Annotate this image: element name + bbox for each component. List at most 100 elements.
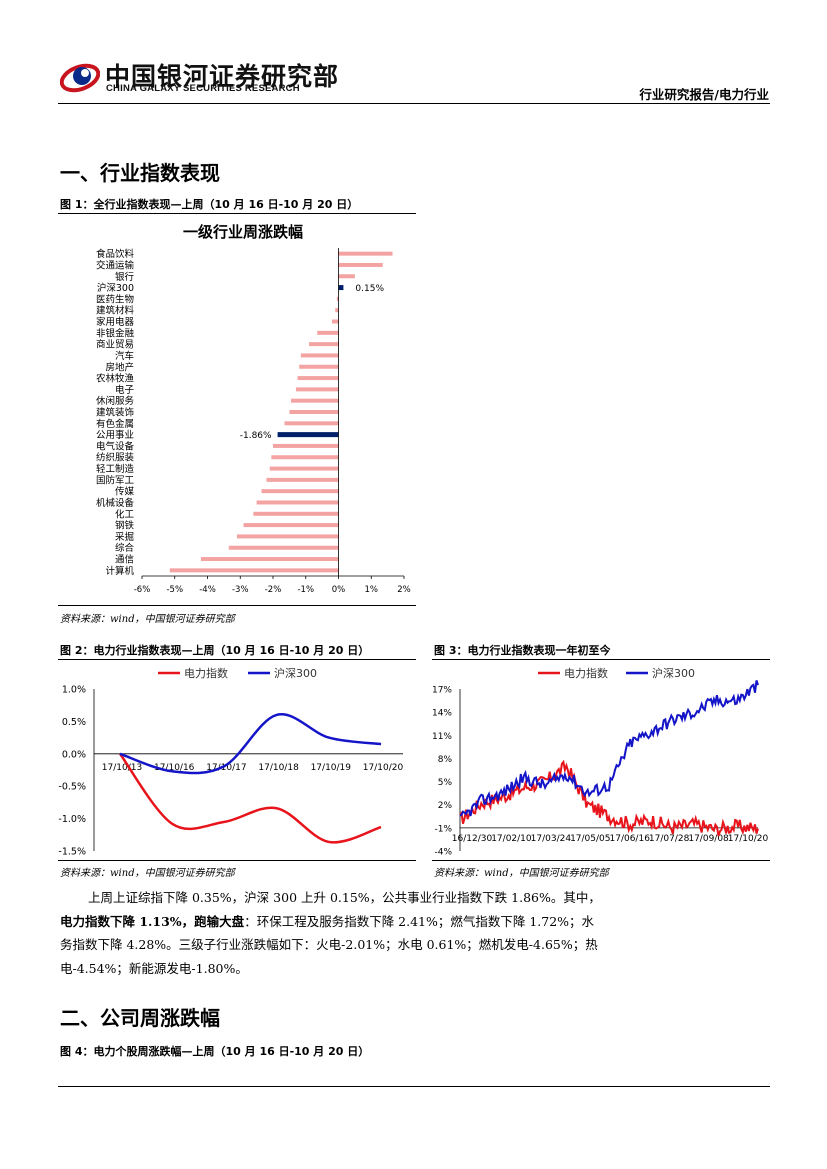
figure-2-bottom-rule xyxy=(58,860,416,861)
x-tick-label: 17/05/05 xyxy=(570,834,610,844)
figure-1-bottom-rule xyxy=(58,605,416,606)
x-tick-label: 17/10/20 xyxy=(728,834,769,844)
x-tick-label: 17/10/18 xyxy=(258,763,299,773)
x-tick-label: 1% xyxy=(365,585,379,595)
bar-沪深300 xyxy=(338,285,344,291)
y-tick-label: 0.5% xyxy=(62,717,86,728)
category-label-有色金属: 有色金属 xyxy=(96,418,134,430)
y-tick-label: -1.5% xyxy=(58,847,86,858)
figure-1-top-rule xyxy=(58,213,416,214)
bar-通信 xyxy=(200,557,339,562)
category-label-国防军工: 国防军工 xyxy=(96,474,135,486)
galaxy-logo-icon xyxy=(59,63,101,93)
category-label-农林牧渔: 农林牧渔 xyxy=(96,373,135,385)
x-tick-label: 17/03/24 xyxy=(531,834,572,844)
series-line-电力指数 xyxy=(118,753,382,844)
figure-1-source: 资料来源：wind，中国银河证券研究部 xyxy=(60,614,235,625)
x-tick-label: -5% xyxy=(166,585,183,595)
y-tick-label: 17% xyxy=(432,686,452,696)
section-title-2: 二、公司周涨跌幅 xyxy=(60,1006,220,1030)
series-line-沪深300 xyxy=(459,680,759,817)
paragraph-highlight: 电力指数下降 1.13%，跑输大盘 xyxy=(60,913,245,929)
bar-综合 xyxy=(228,545,339,550)
paragraph-line-3: 务指数下降 4.28%。三级子行业涨跌幅如下：火电-2.01%；水电 0.61%… xyxy=(60,937,598,952)
x-tick-label: 17/06/16 xyxy=(610,834,651,844)
category-label-化工: 化工 xyxy=(115,508,135,520)
figure-1-caption: 图 1：全行业指数表现—上周（10 月 16 日-10 月 20 日） xyxy=(60,198,359,211)
data-label-公用事业: -1.86% xyxy=(240,431,272,441)
y-tick-label: 14% xyxy=(432,709,452,719)
analysis-paragraph: 上周上证综指下降 0.35%，沪深 300 上升 0.15%，公共事业行业指数下… xyxy=(60,886,625,980)
header-rule xyxy=(58,103,770,104)
category-label-食品饮料: 食品饮料 xyxy=(96,248,135,260)
figure-2-source: 资料来源：wind，中国银河证券研究部 xyxy=(60,868,235,879)
category-label-银行: 银行 xyxy=(115,271,135,283)
bar-纺织服装 xyxy=(271,455,339,460)
y-tick-label: 11% xyxy=(432,732,452,742)
series-line-电力指数 xyxy=(459,759,759,837)
y-tick-label: 1.0% xyxy=(62,685,86,696)
bar-房地产 xyxy=(299,364,339,369)
logo-text-cn: 中国银河证券研究部 xyxy=(105,62,340,91)
x-tick-label: 17/10/16 xyxy=(154,763,195,773)
figure-3-top-rule xyxy=(432,659,770,660)
bar-传媒 xyxy=(261,489,339,494)
x-tick-label: -4% xyxy=(199,585,216,595)
section-title-1: 一、行业指数表现 xyxy=(60,161,220,185)
legend-label-电力指数: 电力指数 xyxy=(564,666,608,680)
category-label-综合: 综合 xyxy=(115,542,135,554)
category-label-通信: 通信 xyxy=(115,554,134,566)
logo xyxy=(59,57,101,101)
bar-电子 xyxy=(295,387,339,392)
category-label-建筑装饰: 建筑装饰 xyxy=(96,407,134,419)
x-tick-label: 17/10/20 xyxy=(363,763,404,773)
power-index-weekly-line-chart: 电力指数 沪深300 1.0% 0.5% 0.0% -0.5% -1.0% -1.5% 17/1… xyxy=(58,666,404,858)
category-label-建筑材料: 建筑材料 xyxy=(96,305,135,317)
y-tick-label: 5% xyxy=(438,778,453,788)
data-label-沪深300: 0.15% xyxy=(355,284,384,294)
bar-建筑装饰 xyxy=(289,410,339,414)
chart-title: 一级行业周涨跌幅 xyxy=(183,223,303,241)
bar-医药生物 xyxy=(336,296,339,301)
figure-2-top-rule xyxy=(58,659,416,660)
figure-3-bottom-rule xyxy=(432,860,770,861)
bar-钢铁 xyxy=(243,523,339,528)
y-tick-label: 2% xyxy=(438,801,453,811)
category-label-房地产: 房地产 xyxy=(105,361,134,373)
category-label-采掘: 采掘 xyxy=(115,531,134,543)
bar-商业贸易 xyxy=(309,342,339,347)
bar-农林牧渔 xyxy=(297,376,339,381)
y-tick-label: -4% xyxy=(434,848,452,858)
bar-非银金融 xyxy=(317,330,339,335)
category-label-计算机: 计算机 xyxy=(105,565,134,577)
figure-4-caption: 图 4：电力个股周涨跌幅—上周（10 月 16 日-10 月 20 日） xyxy=(60,1045,370,1058)
x-tick-label: 16/12/30 xyxy=(452,834,493,844)
paragraph-line-2: 电力指数下降 1.13%，跑输大盘：环保工程及服务指数下降 2.41%；燃气指数… xyxy=(60,910,625,934)
category-label-机械设备: 机械设备 xyxy=(96,497,135,509)
footer-rule xyxy=(58,1086,770,1087)
category-label-电气设备: 电气设备 xyxy=(96,440,135,452)
y-tick-label: 8% xyxy=(438,755,453,765)
y-tick-label: -1% xyxy=(434,824,452,834)
bar-汽车 xyxy=(300,353,339,358)
bar-国防军工 xyxy=(266,477,339,482)
category-label-非银金融: 非银金融 xyxy=(96,327,135,339)
bar-建筑材料 xyxy=(335,308,339,313)
bar-电气设备 xyxy=(273,443,339,448)
y-tick-label: 0.0% xyxy=(62,749,86,760)
category-label-电子: 电子 xyxy=(115,384,135,396)
x-tick-label: 17/10/17 xyxy=(206,763,246,773)
category-label-公用事业: 公用事业 xyxy=(96,429,134,441)
y-tick-label: -0.5% xyxy=(58,782,86,793)
category-label-钢铁: 钢铁 xyxy=(115,520,135,532)
x-tick-label: -3% xyxy=(232,585,249,595)
bar-交通运输 xyxy=(338,262,383,267)
x-tick-label: 0% xyxy=(332,585,346,595)
category-label-家用电器: 家用电器 xyxy=(96,316,135,328)
paragraph-line-1: 上周上证综指下降 0.35%，沪深 300 上升 0.15%，公共事业行业指数下… xyxy=(88,890,601,905)
bar-计算机 xyxy=(169,568,339,573)
bar-家用电器 xyxy=(331,319,339,324)
x-tick-label: 2% xyxy=(397,585,411,595)
